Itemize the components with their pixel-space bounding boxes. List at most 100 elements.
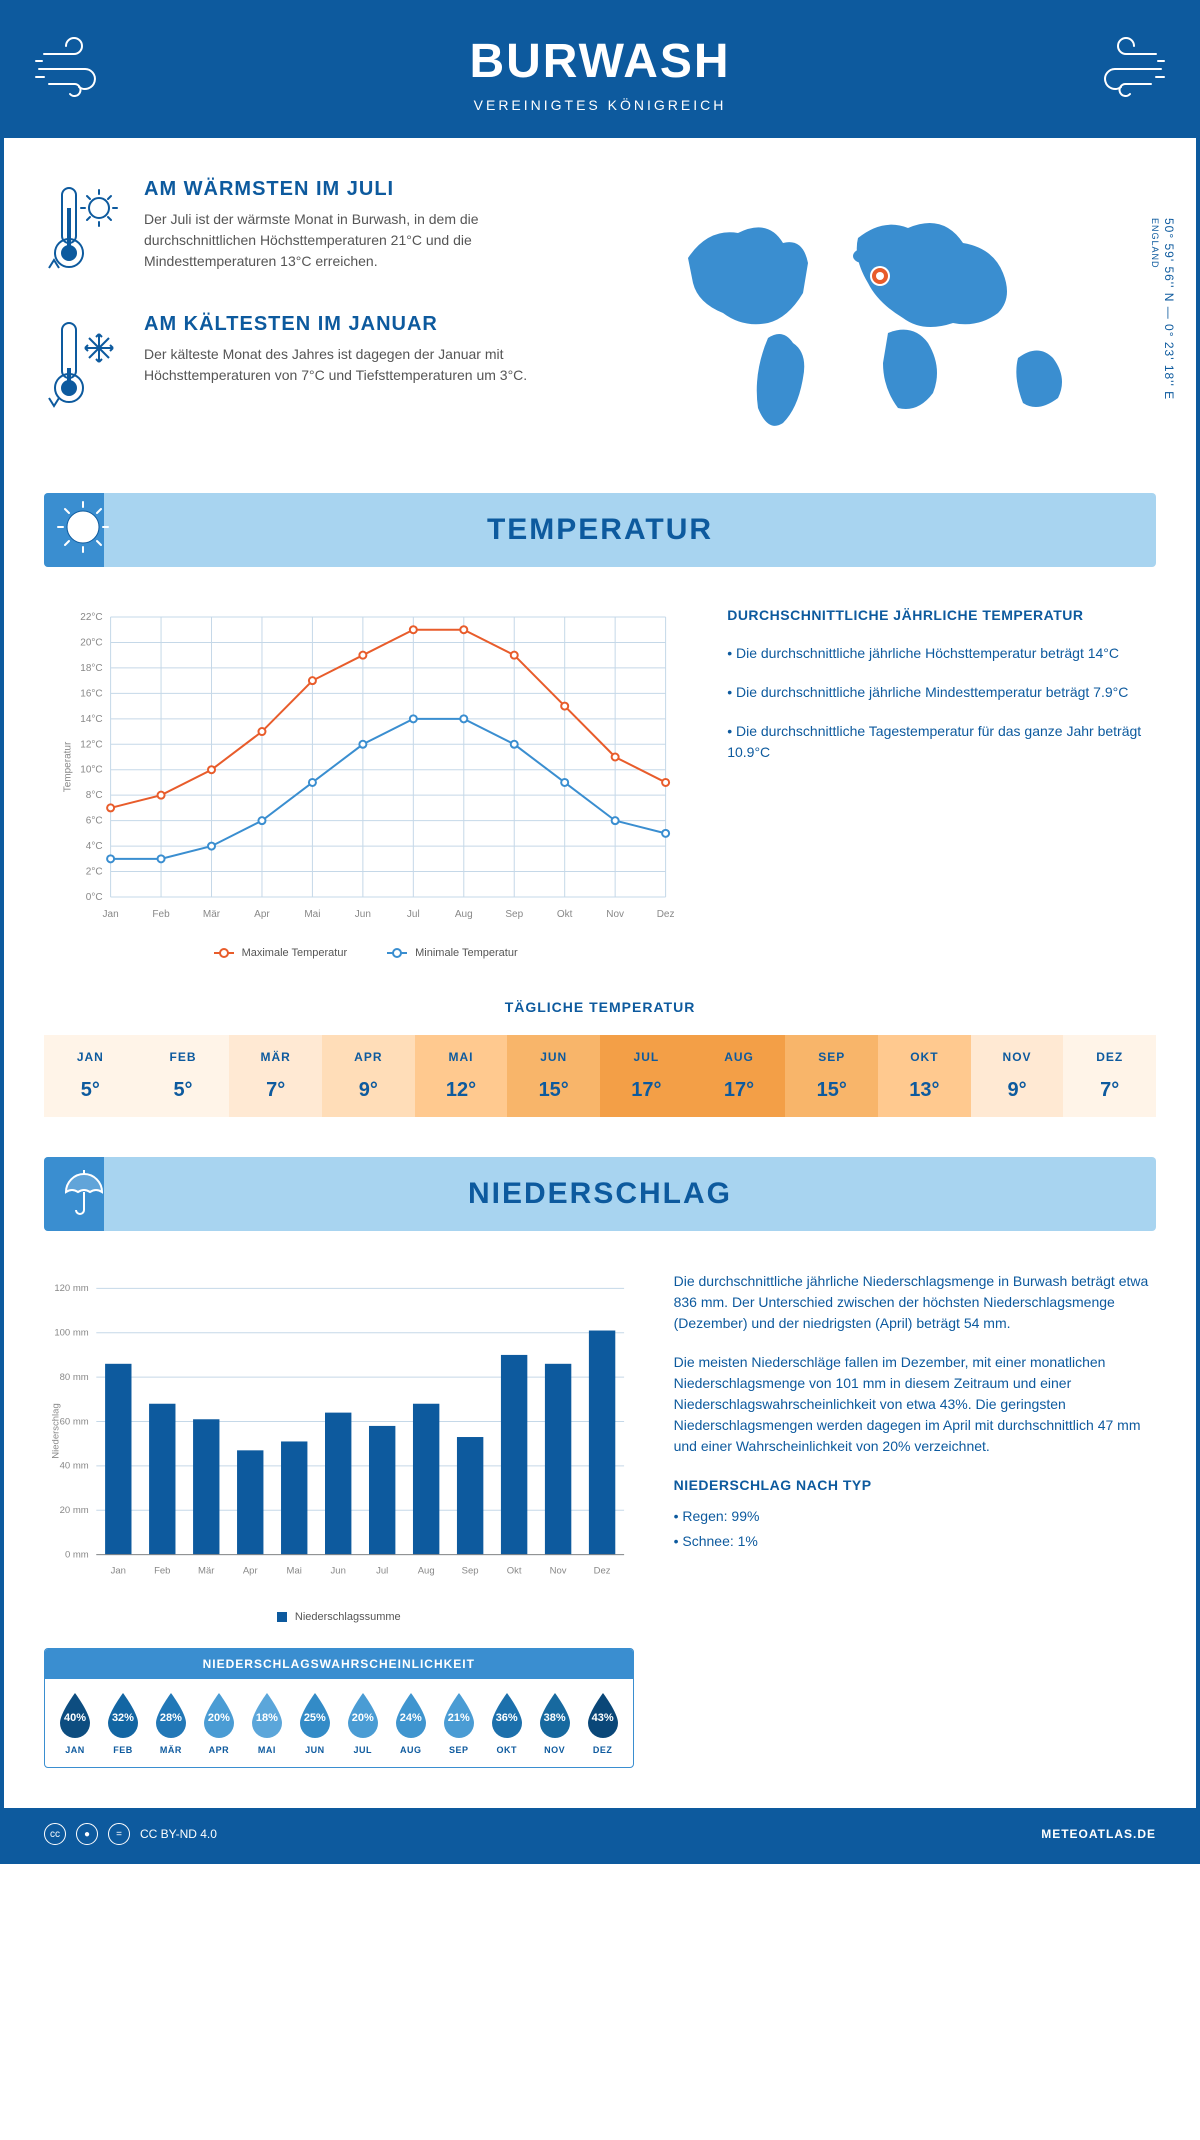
footer-bar: cc ● = CC BY-ND 4.0 METEOATLAS.DE bbox=[4, 1808, 1196, 1860]
section-title: TEMPERATUR bbox=[44, 513, 1156, 547]
svg-text:Mär: Mär bbox=[198, 1566, 214, 1577]
coordinates-label: 50° 59' 56'' N — 0° 23' 18'' EENGLAND bbox=[1148, 218, 1176, 400]
probability-cell: 24%AUG bbox=[387, 1691, 435, 1755]
precipitation-probability: NIEDERSCHLAGSWAHRSCHEINLICHKEIT 40%JAN32… bbox=[44, 1648, 634, 1768]
coldest-text: Der kälteste Monat des Jahres ist dagege… bbox=[144, 344, 580, 386]
svg-text:Aug: Aug bbox=[455, 909, 473, 920]
svg-text:Okt: Okt bbox=[557, 909, 573, 920]
probability-cell: 36%OKT bbox=[483, 1691, 531, 1755]
svg-text:Apr: Apr bbox=[254, 909, 270, 920]
svg-text:20°C: 20°C bbox=[80, 637, 102, 648]
daily-temp-cell: FEB5° bbox=[137, 1035, 230, 1117]
svg-text:4°C: 4°C bbox=[86, 841, 103, 852]
svg-text:8°C: 8°C bbox=[86, 790, 103, 801]
svg-text:12°C: 12°C bbox=[80, 739, 102, 750]
svg-text:0 mm: 0 mm bbox=[65, 1549, 89, 1560]
svg-text:20 mm: 20 mm bbox=[60, 1505, 89, 1516]
world-map bbox=[620, 178, 1156, 458]
thermometer-sun-icon bbox=[44, 178, 124, 283]
probability-cell: 38%NOV bbox=[531, 1691, 579, 1755]
daily-temp-cell: DEZ7° bbox=[1063, 1035, 1156, 1117]
coldest-title: AM KÄLTESTEN IM JANUAR bbox=[144, 313, 580, 336]
svg-text:0°C: 0°C bbox=[86, 892, 103, 903]
svg-text:Mai: Mai bbox=[304, 909, 320, 920]
svg-text:2°C: 2°C bbox=[86, 867, 103, 878]
svg-text:Jan: Jan bbox=[111, 1566, 126, 1577]
wind-icon bbox=[34, 34, 124, 109]
probability-cell: 32%FEB bbox=[99, 1691, 147, 1755]
svg-text:Sep: Sep bbox=[505, 909, 523, 920]
daily-temp-cell: APR9° bbox=[322, 1035, 415, 1117]
svg-text:Feb: Feb bbox=[152, 909, 170, 920]
probability-cell: 18%MAI bbox=[243, 1691, 291, 1755]
svg-text:Dez: Dez bbox=[594, 1566, 611, 1577]
temperature-summary: DURCHSCHNITTLICHE JÄHRLICHE TEMPERATUR •… bbox=[727, 607, 1156, 959]
umbrella-icon bbox=[56, 1164, 111, 1224]
section-title: NIEDERSCHLAG bbox=[44, 1177, 1156, 1211]
site-label: METEOATLAS.DE bbox=[1041, 1827, 1156, 1841]
svg-text:Jul: Jul bbox=[407, 909, 420, 920]
probability-cell: 20%JUL bbox=[339, 1691, 387, 1755]
probability-cell: 25%JUN bbox=[291, 1691, 339, 1755]
svg-text:Mär: Mär bbox=[203, 909, 221, 920]
sun-icon bbox=[56, 500, 111, 560]
svg-text:6°C: 6°C bbox=[86, 816, 103, 827]
svg-text:Jun: Jun bbox=[331, 1566, 346, 1577]
thermometer-snow-icon bbox=[44, 313, 124, 418]
chart-legend: .legend-item:nth-child(1) .legend-swatch… bbox=[44, 947, 687, 959]
warmest-title: AM WÄRMSTEN IM JULI bbox=[144, 178, 580, 201]
warmest-block: AM WÄRMSTEN IM JULI Der Juli ist der wär… bbox=[44, 178, 580, 283]
daily-temp-cell: MAI12° bbox=[415, 1035, 508, 1117]
temperature-line-chart: 0°C 2°C 4°C 6°C 8°C 10°C 12°C 14°C 16°C 18°C 20°C 2… bbox=[44, 607, 687, 959]
daily-temp-cell: MÄR7° bbox=[229, 1035, 322, 1117]
probability-cell: 43%DEZ bbox=[579, 1691, 627, 1755]
svg-text:60 mm: 60 mm bbox=[60, 1416, 89, 1427]
header-bar: BURWASH VEREINIGTES KÖNIGREICH bbox=[4, 4, 1196, 138]
svg-text:Mai: Mai bbox=[287, 1566, 302, 1577]
svg-text:80 mm: 80 mm bbox=[60, 1372, 89, 1383]
section-bar-precipitation: NIEDERSCHLAG bbox=[44, 1157, 1156, 1231]
by-icon: ● bbox=[76, 1823, 98, 1845]
svg-text:120 mm: 120 mm bbox=[54, 1283, 88, 1294]
svg-text:Okt: Okt bbox=[507, 1566, 522, 1577]
svg-text:14°C: 14°C bbox=[80, 714, 102, 725]
precipitation-summary: Die durchschnittliche jährliche Niedersc… bbox=[674, 1271, 1156, 1768]
svg-text:22°C: 22°C bbox=[80, 612, 102, 623]
precipitation-bar-chart: 0 mm 20 mm 40 mm 60 mm 80 mm 100 mm 120 mm Jan F… bbox=[44, 1271, 634, 1623]
svg-text:18°C: 18°C bbox=[80, 663, 102, 674]
section-bar-temperature: TEMPERATUR bbox=[44, 493, 1156, 567]
svg-text:Nov: Nov bbox=[606, 909, 624, 920]
svg-text:16°C: 16°C bbox=[80, 688, 102, 699]
wind-icon bbox=[1076, 34, 1166, 109]
svg-text:Feb: Feb bbox=[154, 1566, 170, 1577]
daily-temp-cell: AUG17° bbox=[693, 1035, 786, 1117]
daily-temp-cell: SEP15° bbox=[785, 1035, 878, 1117]
nd-icon: = bbox=[108, 1823, 130, 1845]
cc-icon: cc bbox=[44, 1823, 66, 1845]
daily-temp-cell: JUN15° bbox=[507, 1035, 600, 1117]
intro-section: AM WÄRMSTEN IM JULI Der Juli ist der wär… bbox=[4, 138, 1196, 493]
svg-text:Jul: Jul bbox=[376, 1566, 388, 1577]
probability-cell: 40%JAN bbox=[51, 1691, 99, 1755]
warmest-text: Der Juli ist der wärmste Monat in Burwas… bbox=[144, 209, 580, 272]
svg-text:Jan: Jan bbox=[103, 909, 119, 920]
svg-text:100 mm: 100 mm bbox=[54, 1328, 88, 1339]
svg-text:Nov: Nov bbox=[550, 1566, 567, 1577]
svg-text:10°C: 10°C bbox=[80, 765, 102, 776]
daily-temp-cell: JUL17° bbox=[600, 1035, 693, 1117]
chart-legend: Niederschlagssumme bbox=[44, 1611, 634, 1623]
svg-text:Niederschlag: Niederschlag bbox=[50, 1403, 61, 1458]
probability-cell: 21%SEP bbox=[435, 1691, 483, 1755]
daily-temp-cell: JAN5° bbox=[44, 1035, 137, 1117]
svg-text:Apr: Apr bbox=[243, 1566, 258, 1577]
svg-text:Dez: Dez bbox=[657, 909, 675, 920]
svg-text:Jun: Jun bbox=[355, 909, 371, 920]
license-block: cc ● = CC BY-ND 4.0 bbox=[44, 1823, 217, 1845]
probability-cell: 20%APR bbox=[195, 1691, 243, 1755]
svg-text:40 mm: 40 mm bbox=[60, 1461, 89, 1472]
daily-temp-cell: OKT13° bbox=[878, 1035, 971, 1117]
page-title: BURWASH bbox=[24, 34, 1176, 89]
svg-text:Sep: Sep bbox=[462, 1566, 479, 1577]
coldest-block: AM KÄLTESTEN IM JANUAR Der kälteste Mona… bbox=[44, 313, 580, 418]
daily-temp-cell: NOV9° bbox=[971, 1035, 1064, 1117]
